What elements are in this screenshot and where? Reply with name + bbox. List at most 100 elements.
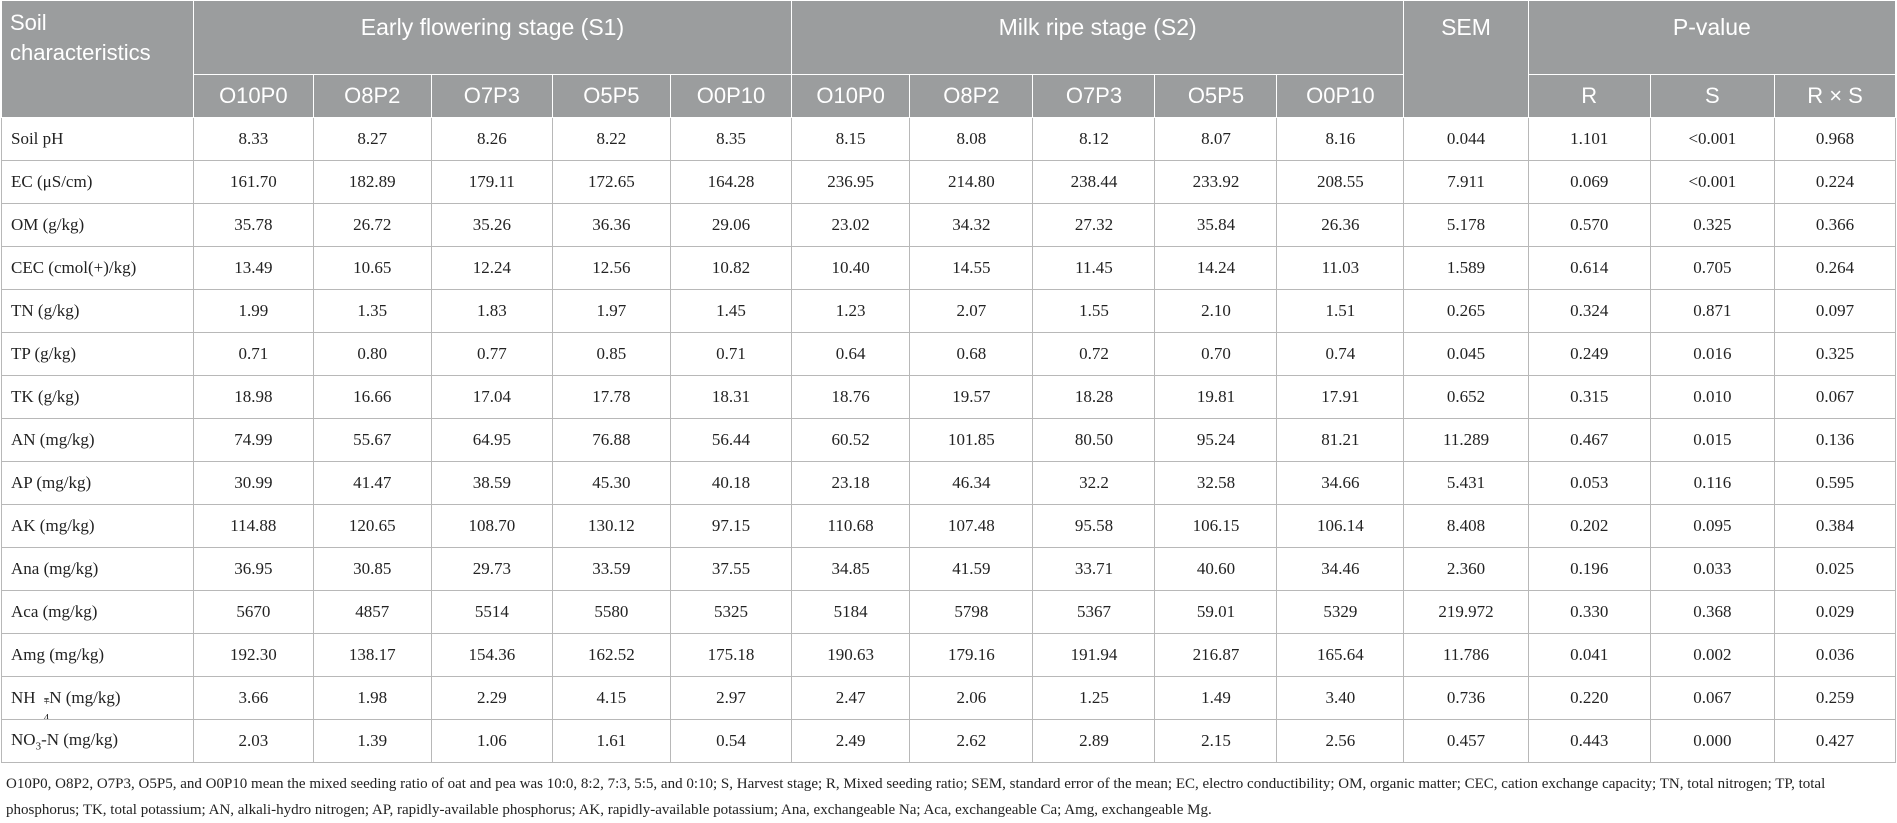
table-cell: 0.70: [1154, 332, 1278, 376]
table-cell: 0.016: [1649, 332, 1776, 376]
table-cell: 0.80: [312, 332, 432, 376]
table-cell: 0.366: [1774, 203, 1896, 247]
table-cell: 3.66: [193, 676, 314, 720]
table-cell: 8.33: [193, 117, 314, 161]
table-cell: 179.11: [430, 160, 553, 204]
table-cell: 23.02: [790, 203, 911, 247]
table-cell: 154.36: [430, 633, 553, 677]
table-cell: 45.30: [551, 461, 672, 505]
header-treatment: O7P3: [430, 74, 553, 118]
table-cell: 164.28: [670, 160, 792, 204]
row-label: AN (mg/kg): [0, 418, 195, 462]
table-cell: 32.58: [1154, 461, 1278, 505]
table-cell: 8.408: [1403, 504, 1529, 548]
table-cell: 2.07: [909, 289, 1034, 333]
table-cell: 8.22: [551, 117, 672, 161]
table-cell: 0.68: [909, 332, 1034, 376]
table-cell: 18.98: [193, 375, 314, 419]
table-cell: 10.65: [312, 246, 432, 290]
table-cell: 0.614: [1527, 246, 1651, 290]
row-label: CEC (cmol(+)/kg): [0, 246, 195, 290]
table-cell: 5670: [193, 590, 314, 634]
table-cell: 34.66: [1276, 461, 1405, 505]
header-treatment: O8P2: [909, 74, 1034, 118]
table-cell: 106.14: [1276, 504, 1405, 548]
table-cell: 1.06: [430, 719, 553, 763]
table-cell: 161.70: [193, 160, 314, 204]
table-row: TK (g/kg) 18.98 16.66 17.04 17.78 18.31 18.76 1…: [0, 375, 1896, 419]
table-cell: 0.069: [1527, 160, 1651, 204]
table-cell: 208.55: [1276, 160, 1405, 204]
table-row: AK (mg/kg) 114.88 120.65 108.70 130.12 97.15 1…: [0, 504, 1896, 548]
table-cell: 5.178: [1403, 203, 1529, 247]
table-cell: 8.08: [909, 117, 1034, 161]
table-cell: 1.101: [1527, 117, 1651, 161]
table-cell: 0.968: [1774, 117, 1896, 161]
table-cell: 40.60: [1154, 547, 1278, 591]
table-row: TN (g/kg) 1.99 1.35 1.83 1.97 1.45 1.23 2.07 1.5…: [0, 289, 1896, 333]
table-cell: <0.001: [1649, 160, 1776, 204]
table-cell: 36.36: [551, 203, 672, 247]
table-cell: 0.259: [1774, 676, 1896, 720]
table-cell: 1.23: [790, 289, 911, 333]
table-cell: 216.87: [1154, 633, 1278, 677]
table-row: AP (mg/kg) 30.99 41.47 38.59 45.30 40.18 23.18…: [0, 461, 1896, 505]
table-cell: 8.15: [790, 117, 911, 161]
table-cell: 108.70: [430, 504, 553, 548]
table-cell: 0.029: [1774, 590, 1896, 634]
header-treatment: O0P10: [670, 74, 792, 118]
table-cell: 0.871: [1649, 289, 1776, 333]
table-cell: 191.94: [1032, 633, 1156, 677]
table-cell: 34.32: [909, 203, 1034, 247]
table-cell: 37.55: [670, 547, 792, 591]
table-cell: 30.85: [312, 547, 432, 591]
table-cell: 0.77: [430, 332, 553, 376]
table-cell: 2.360: [1403, 547, 1529, 591]
table-cell: 35.78: [193, 203, 314, 247]
table-cell: 0.71: [193, 332, 314, 376]
table-cell: 60.52: [790, 418, 911, 462]
table-cell: 214.80: [909, 160, 1034, 204]
table-cell: 8.16: [1276, 117, 1405, 161]
table-cell: 236.95: [790, 160, 911, 204]
table-row: Soil pH 8.33 8.27 8.26 8.22 8.35 8.15 8.08 8.12 8…: [0, 117, 1896, 161]
table-cell: 0.71: [670, 332, 792, 376]
row-label: TP (g/kg): [0, 332, 195, 376]
table-cell: 0.249: [1527, 332, 1651, 376]
table-cell: 0.315: [1527, 375, 1651, 419]
header-treatment: O7P3: [1032, 74, 1156, 118]
table-cell: 7.911: [1403, 160, 1529, 204]
table-cell: 5184: [790, 590, 911, 634]
table-cell: 1.35: [312, 289, 432, 333]
table-cell: 2.49: [790, 719, 911, 763]
table-cell: 41.47: [312, 461, 432, 505]
table-row: TP (g/kg) 0.71 0.80 0.77 0.85 0.71 0.64 0.68 0.7…: [0, 332, 1896, 376]
table-cell: 64.95: [430, 418, 553, 462]
table-cell: 8.07: [1154, 117, 1278, 161]
table-cell: 2.03: [193, 719, 314, 763]
table-cell: 0.067: [1774, 375, 1896, 419]
table-row: Ana (mg/kg) 36.95 30.85 29.73 33.59 37.55 34.8…: [0, 547, 1896, 591]
header-group-s2: Milk ripe stage (S2): [790, 0, 1405, 75]
table-cell: 36.95: [193, 547, 314, 591]
header-soil-characteristics: Soil characteristics: [0, 0, 195, 118]
header-treatment: O8P2: [312, 74, 432, 118]
table-cell: 0.015: [1649, 418, 1776, 462]
header-p-r: R: [1527, 74, 1651, 118]
table-cell: 130.12: [551, 504, 672, 548]
table-cell: 0.202: [1527, 504, 1651, 548]
table-cell: 2.06: [909, 676, 1034, 720]
table-cell: 2.29: [430, 676, 553, 720]
table-cell: 0.044: [1403, 117, 1529, 161]
table-cell: 0.224: [1774, 160, 1896, 204]
table-cell: 59.01: [1154, 590, 1278, 634]
table-cell: 120.65: [312, 504, 432, 548]
table-cell: 219.972: [1403, 590, 1529, 634]
table-row: NH +4 -N (mg/kg) 3.66 1.98 2.29 4.15 2.97 2.47 2.…: [0, 676, 1896, 720]
table-cell: 32.2: [1032, 461, 1156, 505]
table-cell: 40.18: [670, 461, 792, 505]
table-cell: 56.44: [670, 418, 792, 462]
table-cell: 5329: [1276, 590, 1405, 634]
table-cell: 1.61: [551, 719, 672, 763]
table-footnote: O10P0, O8P2, O7P3, O5P5, and O0P10 mean …: [6, 776, 1826, 818]
